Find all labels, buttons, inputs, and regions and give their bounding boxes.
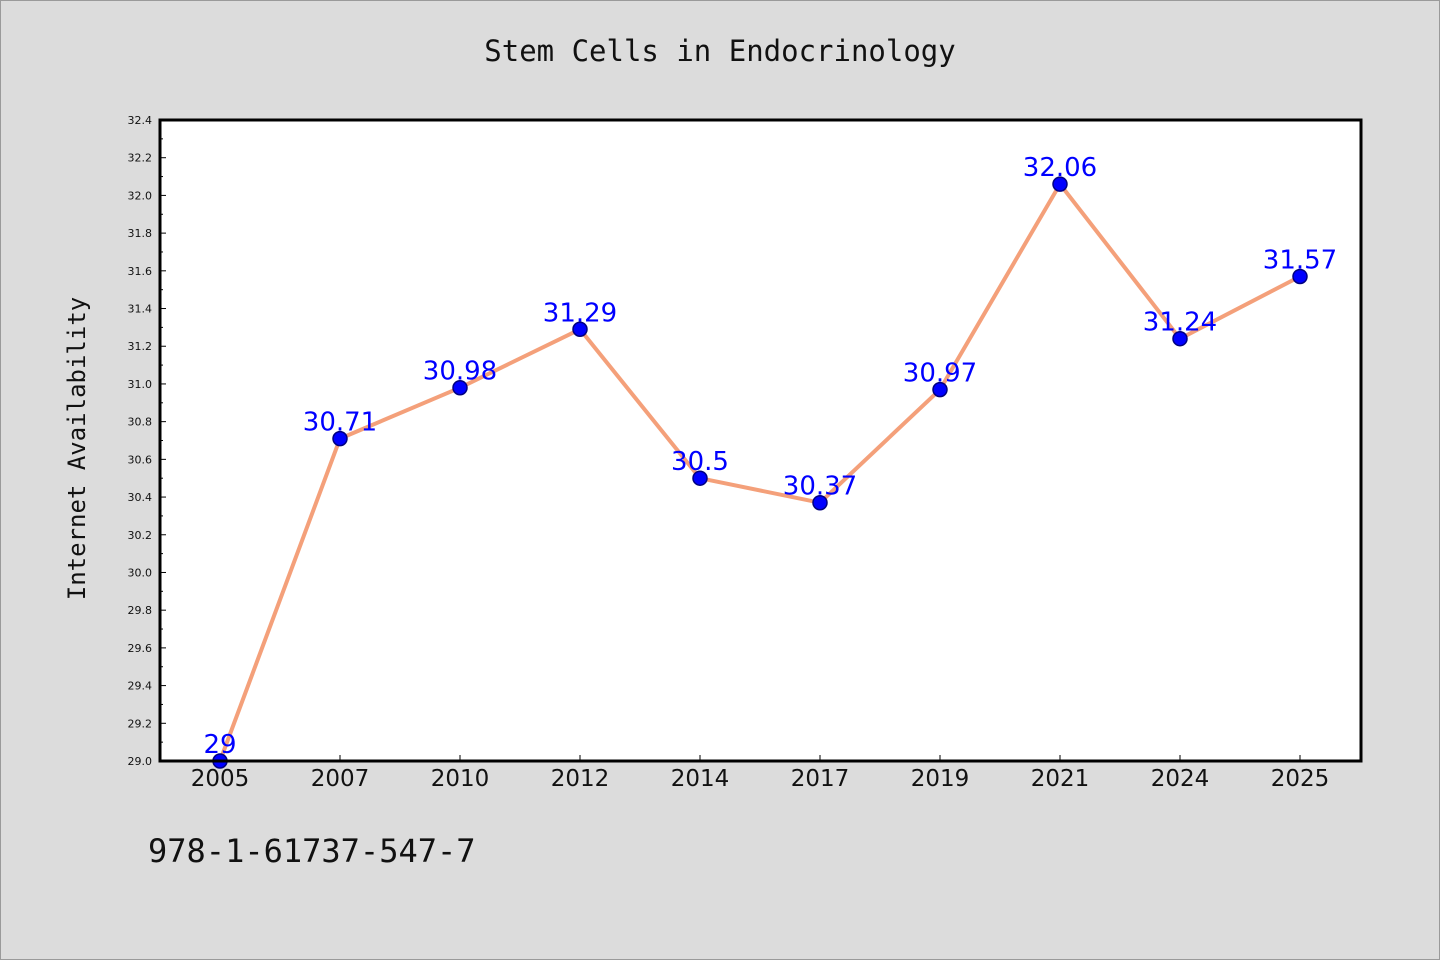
data-label: 31.29	[543, 298, 617, 328]
plot-area	[160, 120, 1361, 761]
y-tick-label: 31.2	[128, 340, 153, 353]
data-point	[692, 470, 708, 486]
y-tick-label: 29.6	[128, 642, 153, 655]
data-label: 31.57	[1263, 245, 1337, 275]
x-tick-label: 2025	[1271, 766, 1330, 792]
y-tick-label: 29.2	[128, 717, 153, 730]
y-axis-title: Internet Availability	[63, 297, 91, 600]
data-label: 30.5	[671, 447, 729, 477]
data-point	[1292, 268, 1308, 285]
data-point	[812, 494, 828, 511]
y-tick-label: 32.0	[128, 189, 153, 202]
y-tick-label: 32.4	[128, 114, 153, 127]
x-tick-label: 2007	[311, 766, 370, 792]
data-point	[572, 321, 588, 338]
data-label: 31.24	[1143, 308, 1217, 338]
data-label: 32.06	[1023, 153, 1097, 183]
plot-border	[158, 118, 1363, 763]
data-label: 30.71	[303, 408, 377, 438]
y-tick-label: 29.4	[128, 680, 153, 693]
x-tick-label: 2010	[431, 766, 490, 792]
y-tick-label: 31.0	[128, 378, 153, 391]
data-label: 29	[203, 730, 236, 760]
x-tick-label: 2017	[791, 766, 850, 792]
y-tick-label: 30.6	[128, 453, 153, 466]
y-tick-label: 30.2	[128, 529, 153, 542]
isbn-text: 978-1-61737-547-7	[148, 832, 476, 870]
x-tick-label: 2014	[671, 766, 730, 792]
y-tick-label: 29.8	[128, 604, 153, 617]
y-tick-label: 29.0	[128, 755, 153, 768]
chart-title: Stem Cells in Endocrinology	[484, 34, 956, 68]
data-point	[1052, 176, 1068, 192]
y-tick-label: 31.6	[128, 265, 153, 278]
data-label: 30.97	[903, 359, 977, 389]
y-tick-label: 30.8	[128, 416, 153, 429]
x-tick-label: 2012	[551, 766, 610, 792]
data-point	[452, 379, 468, 396]
x-tick-label: 2019	[911, 766, 970, 792]
x-tick-label: 2005	[191, 766, 250, 792]
data-label: 30.98	[423, 357, 497, 387]
data-point	[1172, 330, 1188, 347]
x-tick-label: 2024	[1151, 766, 1210, 792]
y-tick-label: 31.4	[128, 303, 153, 316]
data-point	[332, 430, 348, 447]
data-label: 30.37	[783, 472, 857, 502]
y-tick-label: 30.4	[128, 491, 153, 504]
data-point	[932, 381, 948, 398]
x-tick-label: 2021	[1031, 766, 1090, 792]
y-tick-label: 30.0	[128, 566, 153, 579]
y-tick-label: 31.8	[128, 227, 153, 240]
series-line	[218, 182, 1302, 763]
y-tick-label: 32.2	[128, 152, 153, 165]
